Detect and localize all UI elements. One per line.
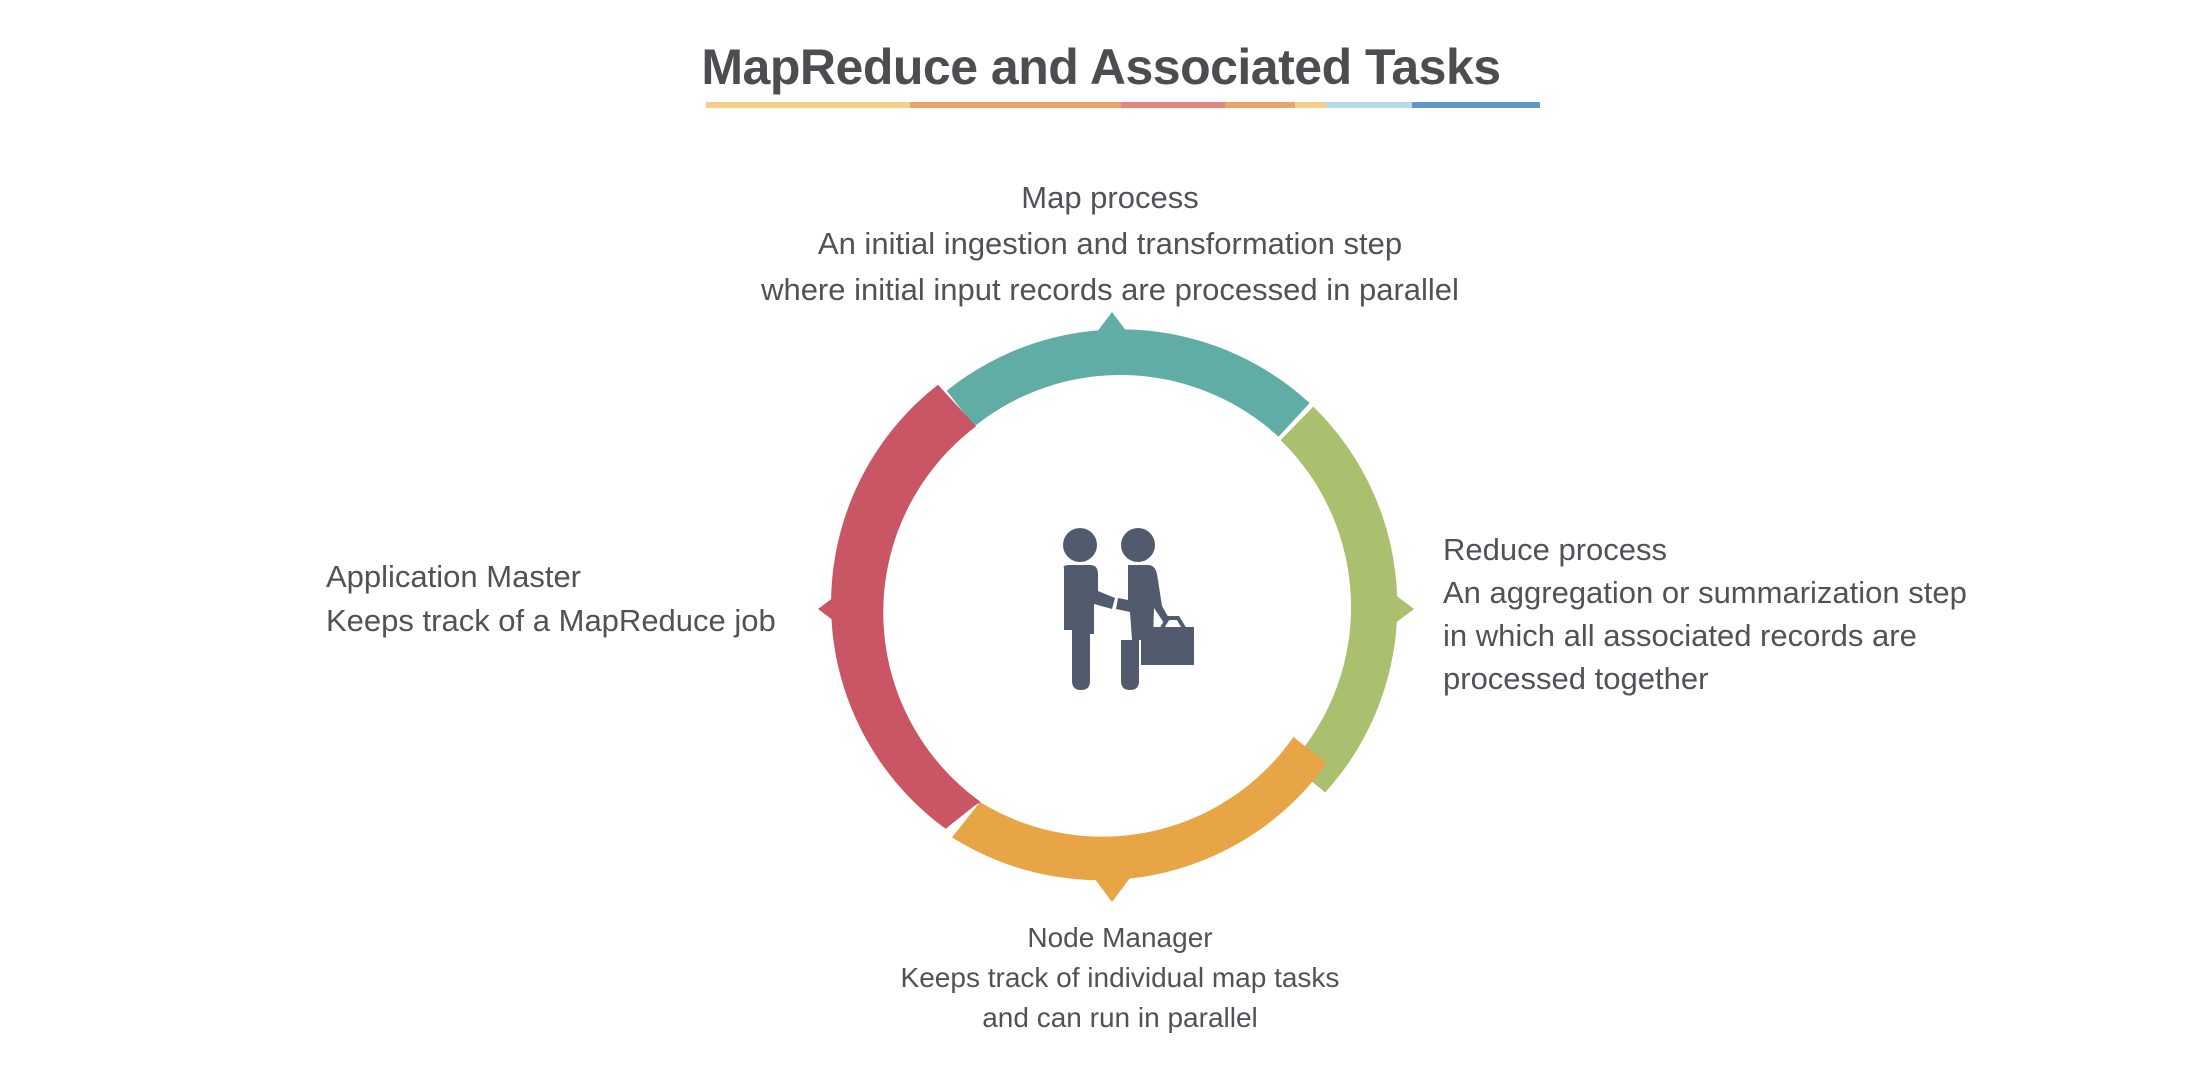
map-segment (946, 329, 1310, 437)
application-master-heading: Application Master (326, 559, 582, 594)
underline-segment (1295, 102, 1326, 108)
node-manager-description-line: Keeps track of individual map tasks (900, 962, 1340, 993)
map-process-heading: Map process (1021, 180, 1199, 215)
application-master-label: Application Master Keeps track of a MapR… (326, 555, 826, 643)
map-arrow (1094, 312, 1130, 336)
node-manager-heading: Node Manager (1027, 922, 1213, 953)
underline-segment (1412, 102, 1540, 108)
reduce-arrow (1390, 591, 1414, 627)
application-master-description-line: Keeps track of a MapReduce job (326, 603, 776, 638)
reduce-process-description-line: An aggregation or summarization step (1443, 575, 1967, 610)
underline-segment (1225, 102, 1295, 108)
map-process-label: Map process An initial ingestion and tra… (660, 175, 1560, 313)
reduce-process-label: Reduce process An aggregation or summari… (1443, 528, 2043, 700)
underline-segment (910, 102, 1121, 108)
reduce-process-description-line: processed together (1443, 661, 1709, 696)
map-process-description-line: An initial ingestion and transformation … (817, 226, 1403, 261)
underline-segment (1121, 102, 1225, 108)
title-underline (706, 102, 1540, 108)
node-manager-description-line: and can run in parallel (982, 1002, 1258, 1033)
map-process-description-line: where initial input records are processe… (761, 272, 1459, 307)
reduce-process-description-line: in which all associated records are (1443, 618, 1917, 653)
underline-segment (706, 102, 910, 108)
node-manager-segment (952, 737, 1327, 881)
underline-segment (1326, 102, 1412, 108)
node-manager-label: Node Manager Keeps track of individual m… (800, 918, 1440, 1038)
reduce-segment (1280, 406, 1398, 793)
application-master-segment (831, 384, 981, 829)
application-master-arrow (818, 591, 842, 627)
node-manager-arrow (1094, 878, 1130, 902)
page-title: MapReduce and Associated Tasks (701, 39, 1501, 95)
handshake-icon (1063, 528, 1194, 690)
reduce-process-heading: Reduce process (1443, 532, 1668, 567)
